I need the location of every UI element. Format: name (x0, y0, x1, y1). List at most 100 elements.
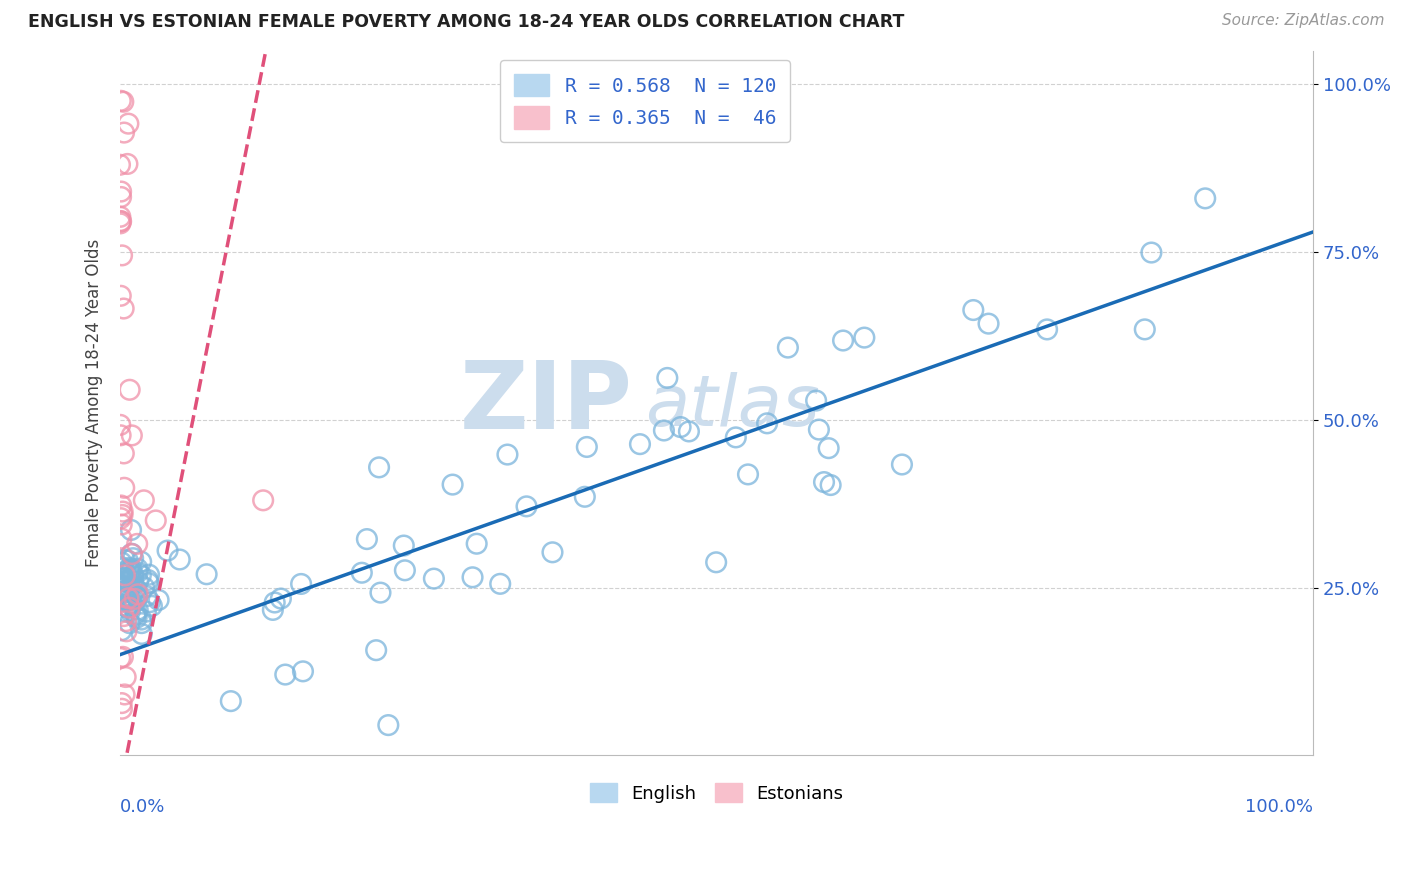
Point (115, 624, 138, 639)
Point (657, 371, 679, 385)
Point (110, 532, 132, 546)
Point (366, 643, 388, 657)
Point (110, 289, 132, 303)
Point (962, 303, 984, 318)
Point (1036, 322, 1059, 336)
Point (138, 567, 160, 582)
Point (110, 94, 132, 108)
Point (219, 694, 242, 708)
Point (112, 126, 135, 140)
Point (270, 591, 292, 606)
Point (813, 475, 835, 489)
Point (252, 493, 274, 508)
Point (122, 551, 145, 566)
Point (111, 702, 134, 716)
Point (575, 440, 598, 454)
Point (110, 511, 132, 525)
Point (669, 420, 692, 434)
Point (120, 564, 142, 578)
Point (776, 341, 799, 355)
Point (263, 595, 285, 609)
Point (132, 493, 155, 508)
Point (120, 598, 142, 612)
Point (489, 577, 512, 591)
Point (110, 579, 132, 593)
Point (115, 567, 138, 582)
Point (461, 570, 484, 584)
Point (262, 603, 284, 617)
Point (115, 591, 138, 605)
Point (1194, 191, 1216, 205)
Point (127, 603, 149, 617)
Point (117, 591, 139, 606)
Point (131, 613, 153, 627)
Point (110, 216, 132, 230)
Point (127, 574, 149, 589)
Point (121, 547, 143, 561)
Point (110, 499, 132, 513)
Point (541, 545, 564, 559)
Point (120, 596, 142, 610)
Point (114, 688, 136, 702)
Point (125, 606, 148, 620)
Point (652, 424, 675, 438)
Point (117, 582, 139, 597)
Point (127, 591, 149, 605)
Point (117, 579, 139, 593)
Point (118, 383, 141, 397)
Text: ZIP: ZIP (460, 357, 633, 449)
Point (110, 624, 132, 638)
Point (111, 508, 134, 522)
Point (115, 599, 138, 614)
Point (120, 523, 142, 537)
Point (114, 552, 136, 566)
Point (291, 665, 314, 679)
Point (117, 600, 139, 615)
Point (356, 532, 378, 546)
Point (370, 585, 392, 599)
Text: ENGLISH VS ESTONIAN FEMALE POVERTY AMONG 18-24 YEAR OLDS CORRELATION CHART: ENGLISH VS ESTONIAN FEMALE POVERTY AMONG… (28, 13, 904, 31)
Point (156, 543, 179, 558)
Point (127, 537, 149, 551)
Point (127, 566, 149, 580)
Point (110, 214, 132, 228)
Point (118, 616, 141, 631)
Point (115, 592, 138, 607)
Point (125, 582, 148, 596)
Point (122, 571, 145, 585)
Point (115, 585, 138, 599)
Point (110, 556, 132, 570)
Point (111, 570, 134, 584)
Point (112, 574, 135, 588)
Point (112, 301, 135, 316)
Point (117, 583, 139, 598)
Point (111, 248, 134, 262)
Point (129, 555, 152, 569)
Point (122, 568, 145, 582)
Point (118, 563, 141, 577)
Point (120, 604, 142, 618)
Legend: English, Estonians: English, Estonians (583, 776, 851, 810)
Point (377, 718, 399, 732)
Point (114, 592, 136, 607)
Point (110, 651, 132, 665)
Point (350, 566, 373, 580)
Point (114, 568, 136, 582)
Point (111, 505, 134, 519)
Point (121, 428, 143, 442)
Point (169, 552, 191, 566)
Point (122, 592, 145, 607)
Point (125, 607, 148, 622)
Point (139, 595, 162, 609)
Point (129, 568, 152, 582)
Point (394, 563, 416, 577)
Point (131, 627, 153, 641)
Point (134, 581, 156, 595)
Point (195, 567, 218, 582)
Text: Source: ZipAtlas.com: Source: ZipAtlas.com (1222, 13, 1385, 29)
Point (756, 417, 779, 431)
Point (110, 417, 132, 432)
Point (423, 572, 446, 586)
Point (115, 614, 138, 628)
Point (138, 576, 160, 591)
